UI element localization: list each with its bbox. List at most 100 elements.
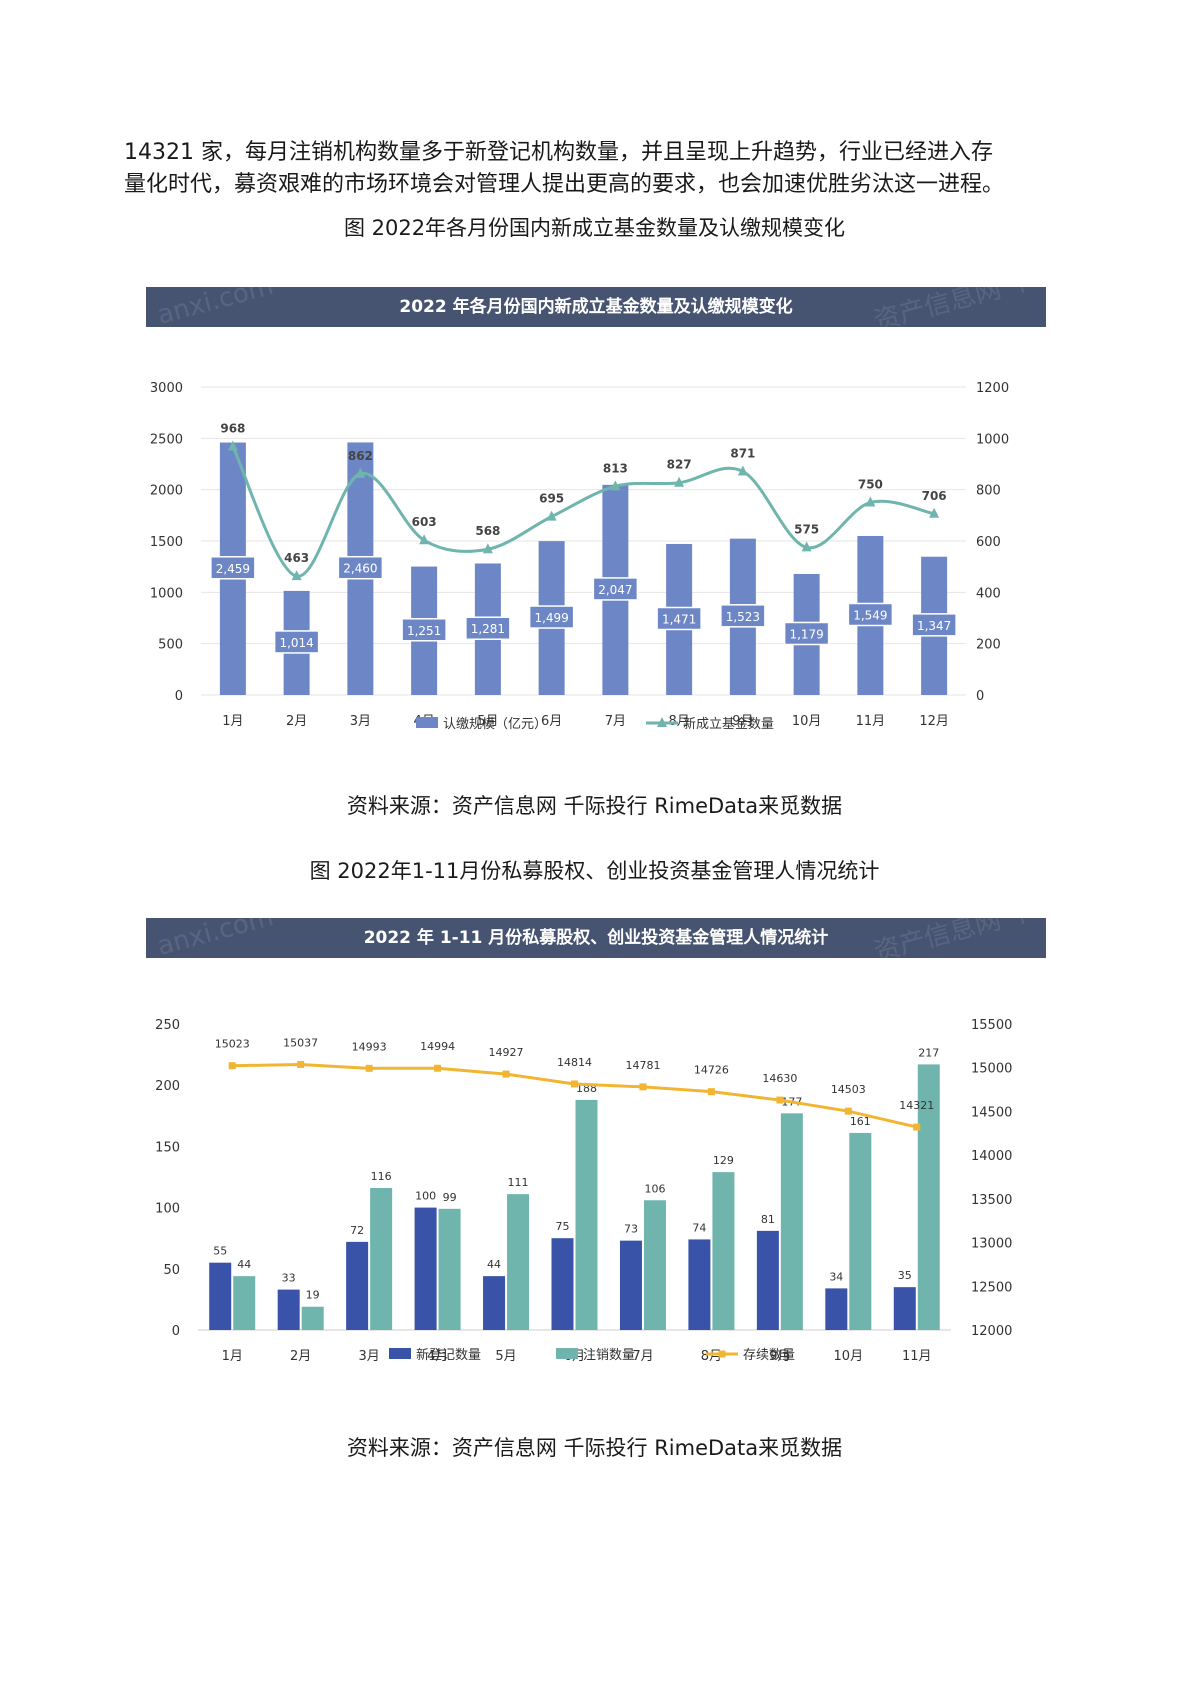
chart2-line-point (434, 1064, 442, 1072)
chart1-legend-line-marker (657, 717, 667, 727)
chart2-bar-new (688, 1239, 711, 1330)
chart2-line-label: 14726 (694, 1064, 729, 1077)
chart1-left-tick-label: 0 (175, 689, 183, 704)
chart1-x-tick-label: 5月 (477, 714, 498, 729)
chart2-bar-cancel (917, 1064, 940, 1330)
chart1-left-tick-label: 500 (158, 638, 183, 653)
chart1-bar-label: 2,460 (343, 562, 377, 576)
chart1-line-point (674, 476, 685, 487)
chart1-caption: 图 2022年各月份国内新成立基金数量及认缴规模变化 (343, 216, 846, 240)
chart1-left-tick-label: 1000 (150, 586, 183, 601)
chart2-bar-cancel-label: 99 (443, 1191, 457, 1204)
chart2-line-label: 14814 (557, 1056, 592, 1069)
chart1-right-tick-label: 1200 (976, 381, 1009, 396)
chart2-left-tick-label: 150 (155, 1140, 180, 1155)
chart1-line-label: 695 (539, 492, 564, 506)
chart2-bar-new (346, 1241, 369, 1330)
chart1-right-tick-label: 400 (976, 586, 1001, 601)
chart2-bar-cancel (301, 1306, 324, 1330)
chart2-bar-new (551, 1238, 574, 1330)
chart1-bar-label: 1,347 (917, 619, 951, 633)
chart2-x-tick-label: 11月 (902, 1349, 932, 1364)
chart1-bar-label-box (337, 555, 384, 580)
chart1-x-tick-label: 10月 (792, 714, 822, 729)
chart1-line-point (865, 496, 876, 507)
chart1-line-label: 463 (284, 551, 309, 565)
chart1-legend-bar-swatch (416, 717, 438, 728)
chart2-line-point (297, 1060, 305, 1068)
chart2-bar-cancel (712, 1172, 735, 1330)
chart1-bar-label: 1,281 (471, 622, 505, 636)
chart1-line-point (929, 507, 940, 518)
intro-paragraph: 14321 家，每月注销机构数量多于新登记机构数量，并且呈现上升趋势，行业已经进… (124, 137, 1074, 201)
chart1-bar-label-box (783, 621, 830, 646)
chart1-x-tick-label: 6月 (541, 714, 562, 729)
chart1-x-tick-label: 12月 (919, 714, 949, 729)
chart2-legend-line-label: 存续数量 (743, 1348, 795, 1363)
chart2-x-tick-label: 9月 (769, 1349, 790, 1364)
chart1-x-tick-label: 9月 (732, 714, 753, 729)
chart2-bar-cancel (643, 1200, 666, 1330)
chart1-x-tick-label: 8月 (668, 714, 689, 729)
chart2-line-label: 14927 (489, 1046, 524, 1059)
chart2-line-label: 15023 (215, 1038, 250, 1051)
chart1-line-point (482, 543, 493, 554)
chart1-bar-label-box (401, 618, 447, 642)
chart2-line-label: 14503 (831, 1083, 866, 1096)
chart1-container: anxi.com 资产信息网 千 2022 年各月份国内新成立基金数量及认缴规模… (146, 287, 1046, 761)
chart2-left-tick-label: 200 (155, 1079, 180, 1094)
chart2-line-label: 14321 (899, 1099, 934, 1112)
chart1-legend-line-label: 新成立基金数量 (683, 716, 774, 732)
chart2-bar-new (277, 1289, 300, 1330)
chart1-bar-label: 1,549 (853, 608, 887, 622)
chart1-line-point (737, 465, 748, 476)
chart1-bar-label-box (210, 556, 256, 580)
chart1-header: anxi.com 资产信息网 千 2022 年各月份国内新成立基金数量及认缴规模… (146, 287, 1046, 327)
chart1-bar-label: 1,014 (279, 636, 313, 650)
chart2-watermark-right: 资产信息网 千 (870, 918, 1038, 958)
chart2-x-tick-label: 2月 (290, 1349, 311, 1364)
chart2-x-tick-label: 7月 (632, 1349, 653, 1364)
chart1-right-tick-label: 1000 (976, 432, 1009, 447)
chart2-bar-new-label: 81 (761, 1213, 775, 1226)
chart1-left-tick-label: 1500 (150, 535, 183, 550)
chart2-legend-cancel-label: 注销数量 (583, 1348, 635, 1363)
chart2-right-tick-label: 15500 (971, 1018, 1012, 1033)
chart1-line-label: 706 (922, 489, 947, 503)
chart2-bar-cancel (507, 1194, 530, 1330)
chart2-line-point (776, 1096, 784, 1104)
chart1-bar-label: 1,471 (662, 612, 696, 626)
chart1-line-point (610, 480, 621, 491)
chart1-bar-label: 1,251 (407, 624, 441, 638)
chart2-bar-cancel-label: 19 (306, 1289, 320, 1302)
intro-line-1: 14321 家，每月注销机构数量多于新登记机构数量，并且呈现上升趋势，行业已经进… (124, 140, 993, 165)
chart2-legend-new-swatch (389, 1348, 411, 1359)
chart2-bar-new-label: 34 (829, 1270, 843, 1283)
chart2-bar-cancel-label: 106 (644, 1182, 665, 1195)
chart1-bar-label-box (847, 602, 894, 627)
chart2-left-tick-label: 100 (155, 1202, 180, 1217)
chart1-line-label: 750 (858, 478, 883, 492)
chart2-line-label: 14630 (762, 1072, 797, 1085)
chart2-x-tick-label: 3月 (358, 1349, 379, 1364)
chart2-container: anxi.com 资产信息网 千 2022 年 1-11 月份私募股权、创业投资… (146, 918, 1046, 1392)
chart1-title: 2022 年各月份国内新成立基金数量及认缴规模变化 (399, 297, 793, 317)
chart2-line-point (365, 1064, 373, 1072)
chart2-bar-new-label: 33 (282, 1272, 296, 1285)
chart2-bar-cancel-label: 44 (237, 1258, 251, 1271)
chart1-svg: 0 500 1000 1500 2000 2500 3000 0 200 400 600 800 100… (150, 381, 1009, 732)
chart2-bar-cancel-label: 161 (850, 1115, 871, 1128)
chart1-bar-label-box (720, 604, 766, 628)
chart1-bar-label-box (273, 630, 320, 654)
chart2-left-tick-label: 0 (172, 1324, 180, 1339)
chart1-left-tick-label: 2000 (150, 484, 183, 499)
chart1-bar-label-box (656, 606, 702, 631)
chart2-right-tick-label: 14000 (971, 1149, 1012, 1164)
chart1-watermark-left: anxi.com (154, 287, 277, 327)
chart1-bar-label-box (465, 616, 511, 640)
chart1-left-tick-label: 2500 (150, 432, 183, 447)
chart1-line-label: 568 (475, 524, 500, 538)
chart1-line-label: 813 (603, 461, 628, 475)
chart2-x-tick-label: 1月 (222, 1349, 243, 1364)
chart2-series-line (232, 1062, 918, 1129)
